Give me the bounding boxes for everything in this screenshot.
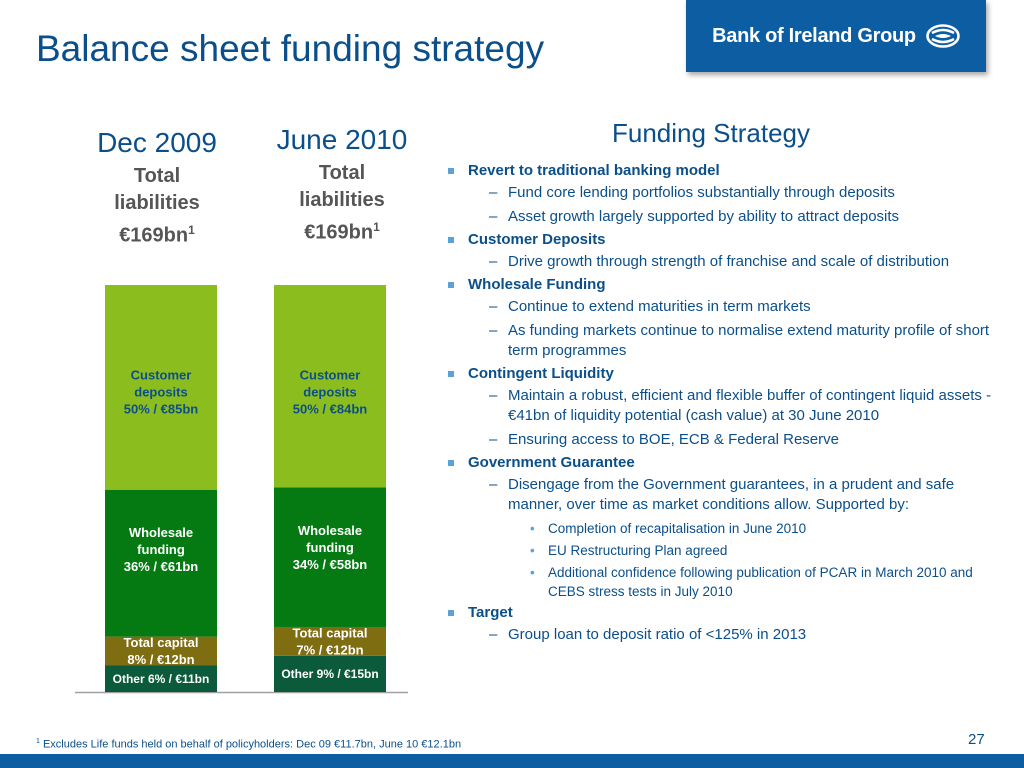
logo-text: Bank of Ireland Group: [712, 24, 916, 47]
column-header-dec-2009: Dec 2009 Total liabilities €169bn1: [77, 127, 237, 250]
strategy-item: Government Guarantee: [447, 454, 992, 471]
column-period: June 2010: [276, 124, 408, 155]
bar-label: Wholesale: [298, 523, 362, 538]
strategy-item: Revert to traditional banking model: [447, 162, 992, 179]
funding-strategy-list: Revert to traditional banking model Fund…: [447, 162, 992, 649]
bar-label: deposits: [134, 385, 187, 400]
bar-label: deposits: [303, 385, 356, 400]
strategy-subitem: Drive growth through strength of franchi…: [447, 252, 992, 272]
strategy-subitem: Maintain a robust, efficient and flexibl…: [447, 386, 992, 426]
column-sub-liabilities: liabilities: [114, 192, 200, 214]
bar-segment-customer-deposits: [274, 285, 386, 488]
bar-segment-total-capital: [274, 626, 386, 656]
bar-label: 50% / €84bn: [293, 402, 367, 417]
strategy-subitem: Ensuring access to BOE, ECB & Federal Re…: [447, 430, 992, 450]
bar-label: 36% / €61bn: [124, 559, 198, 574]
bar-label: 50% / €85bn: [124, 402, 198, 417]
strategy-item: Customer Deposits: [447, 231, 992, 248]
column-header-june-2010: June 2010 Total liabilities €169bn1: [262, 124, 422, 247]
column-period: Dec 2009: [97, 127, 217, 158]
column-sub-total: Total: [318, 162, 366, 184]
strategy-subitem: Continue to extend maturities in term ma…: [447, 297, 992, 317]
bar-label: Other 6% / €11bn: [113, 672, 210, 686]
footnote: 1 Excludes Life funds held on behalf of …: [36, 738, 462, 751]
bar-segment-wholesale-funding: [105, 489, 217, 637]
bar-segment-total-capital: [105, 636, 217, 666]
bar-segment-other: [105, 665, 217, 692]
bar-label: 8% / €12bn: [127, 652, 194, 667]
bar-label: funding: [137, 542, 185, 557]
strategy-subitem: Group loan to deposit ratio of <125% in …: [447, 625, 992, 645]
bar-label: Customer: [300, 368, 361, 383]
strategy-subitem: Asset growth largely supported by abilit…: [447, 207, 992, 227]
bar-label: Other 9% / €15bn: [281, 667, 378, 681]
bar-segment-customer-deposits: [105, 285, 217, 490]
column-sub-liabilities: liabilities: [299, 189, 385, 211]
bar-segment-wholesale-funding: [274, 487, 386, 627]
strategy-subitem: Disengage from the Government guarantees…: [447, 475, 992, 515]
funding-stacked-bar-chart: Other 6% / €11bn Total capital 8% / €12bn W…: [75, 285, 408, 694]
strategy-subitem: Fund core lending portfolios substantial…: [447, 183, 992, 203]
bar-label: Customer: [131, 368, 192, 383]
strategy-subitem: As funding markets continue to normalise…: [447, 321, 992, 361]
strategy-subsubitem: Additional confidence following publicat…: [447, 563, 992, 601]
bar-label: funding: [306, 540, 354, 555]
strategy-subsubitem: Completion of recapitalisation in June 2…: [447, 519, 992, 538]
strategy-item: Wholesale Funding: [447, 276, 992, 293]
funding-strategy-title: Funding Strategy: [612, 118, 811, 148]
bank-logo: Bank of Ireland Group: [686, 0, 986, 72]
bar-label: Wholesale: [129, 525, 193, 540]
column-total: €169bn1: [304, 220, 380, 244]
slide-title: Balance sheet funding strategy: [36, 28, 545, 69]
strategy-subsubitem: EU Restructuring Plan agreed: [447, 541, 992, 560]
strategy-item: Target: [447, 604, 992, 621]
bar-segment-other: [274, 655, 386, 692]
bar-label: 34% / €58bn: [293, 557, 367, 572]
harp-emblem-icon: [926, 24, 960, 48]
strategy-item: Contingent Liquidity: [447, 365, 992, 382]
column-total: €169bn1: [119, 223, 195, 247]
page-number: 27: [968, 731, 985, 748]
bar-label: Total capital: [124, 635, 199, 650]
bottom-bar: [0, 754, 1024, 768]
bar-label: 7% / €12bn: [296, 642, 363, 657]
column-sub-total: Total: [133, 165, 181, 187]
bar-label: Total capital: [293, 625, 368, 640]
